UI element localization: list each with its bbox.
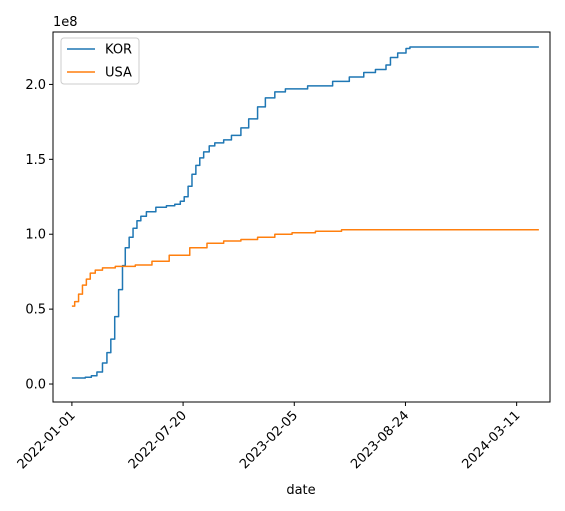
legend: KOR USA: [60, 37, 140, 85]
series-lines: [71, 46, 539, 379]
y-tick-label: 0.5: [25, 303, 46, 318]
series-line-usa: [71, 228, 539, 307]
x-axis-label: date: [286, 483, 315, 498]
axes-frame: [52, 31, 551, 403]
y-tick-label: 2.0: [25, 78, 46, 93]
series-line-kor: [71, 46, 539, 379]
y-tick-label: 0.0: [25, 378, 46, 393]
y-axis-scale-label: 1e8: [53, 15, 78, 30]
legend-label-kor: KOR: [105, 43, 132, 58]
y-tick-label: 1.5: [25, 153, 46, 168]
y-tick-label: 1.0: [25, 228, 46, 243]
legend-label-usa: USA: [105, 66, 132, 81]
y-axis-ticks: 0.0 0.5 1.0 1.5 2.0: [25, 78, 53, 393]
legend-items: KOR USA: [67, 43, 132, 81]
